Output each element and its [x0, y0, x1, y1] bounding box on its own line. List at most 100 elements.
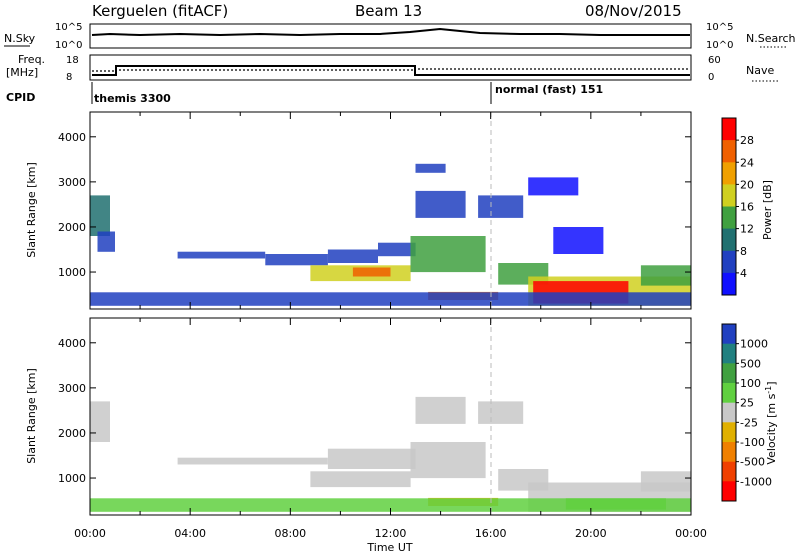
power-echo-region [327, 249, 378, 263]
beam-title: Beam 13 [355, 2, 422, 20]
velocity-echo-region [415, 396, 466, 424]
power-ylabel: Slant Range [km] [25, 162, 38, 258]
time-tick-label: 00:00 [74, 527, 106, 540]
power-colorbar-tick-label: 8 [740, 245, 747, 258]
noise-left-tick-top: 10^5 [55, 22, 82, 33]
time-tick-label: 12:00 [375, 527, 407, 540]
power-echo-region [90, 292, 691, 306]
velocity-colorbar-tick-label: -500 [740, 456, 765, 469]
velocity-colorbar-swatch [722, 402, 736, 423]
power-echo-region [177, 251, 266, 259]
power-echo-region [640, 265, 691, 286]
power-colorbar-tick-label: 12 [740, 223, 754, 236]
cpid-segment-2: normal (fast) 151 [495, 83, 603, 96]
velocity-colorbar-tick-label: -25 [740, 416, 758, 429]
velocity-colorbar-tick-label: 1000 [740, 338, 768, 351]
power-colorbar-swatch [722, 272, 736, 296]
velocity-echo-region [310, 471, 411, 488]
time-axis: 00:00 04:00 08:00 12:00 16:00 20:00 00:00 [74, 527, 707, 540]
power-colorbar-swatch [722, 206, 736, 230]
power-panel: 1000 2000 3000 4000 Slant Range [km] 28 24 20… [25, 111, 774, 310]
cpid-segment-1: themis 3300 [94, 92, 171, 105]
velocity-colorbar-swatch [722, 422, 736, 443]
power-echo-region [553, 227, 604, 254]
noise-right-tick-bottom: 10^0 [706, 40, 733, 51]
time-tick-label: 00:00 [675, 527, 707, 540]
velocity-colorbar-swatch [722, 461, 736, 482]
power-colorbar-swatch [722, 184, 736, 207]
power-colorbar-swatch [722, 118, 736, 141]
velocity-ytick-label: 4000 [58, 337, 86, 350]
nave-tick-bottom: 0 [708, 72, 714, 83]
power-colorbar-tick-label: 20 [740, 178, 754, 191]
noise-left-tick-bottom: 10^0 [55, 40, 82, 51]
time-tick-label: 08:00 [274, 527, 306, 540]
power-colorbar-tick-label: 4 [740, 267, 747, 280]
velocity-colorbar-swatch [722, 481, 736, 502]
power-colorbar-swatch [722, 162, 736, 185]
cpid-label: CPID [6, 91, 35, 104]
velocity-echo-region [90, 401, 110, 442]
noise-right-tick-top: 10^5 [706, 22, 733, 33]
velocity-colorbar-tick-label: -100 [740, 436, 765, 449]
power-echo-region [478, 195, 524, 218]
noise-panel-frame [89, 23, 692, 49]
velocity-colorbar-swatch [722, 343, 736, 364]
freq-tick-top: 18 [66, 55, 79, 66]
velocity-echo-region [327, 448, 416, 469]
power-colorbar-swatch [722, 140, 736, 163]
velocity-y-axis: 1000 2000 3000 4000 [58, 318, 692, 515]
time-tick-label: 16:00 [475, 527, 507, 540]
freq-panel-frame [89, 54, 692, 81]
power-echo-region [410, 236, 486, 273]
freq-trace [92, 65, 690, 76]
velocity-colorbar: 1000 500 100 25 -25 -100 -500 -1000 [721, 323, 772, 502]
time-tick-label: 04:00 [174, 527, 206, 540]
power-echo-region [415, 163, 446, 173]
nave-trace [92, 68, 690, 72]
power-echo-region [415, 190, 466, 218]
noise-search-label: N.Search [746, 32, 796, 45]
velocity-ytick-label: 1000 [58, 472, 86, 485]
cpid-row: CPID themis 3300 normal (fast) 151 [6, 82, 603, 105]
velocity-echo-region [177, 457, 328, 465]
velocity-echo-layer [90, 396, 691, 512]
velocity-colorbar-swatch [722, 363, 736, 384]
power-ytick-label: 1000 [58, 266, 86, 279]
freq-tick-bottom: 8 [66, 72, 72, 83]
velocity-echo-region [478, 401, 524, 424]
power-echo-layer [90, 163, 691, 306]
velocity-panel: 1000 2000 3000 4000 Slant Range [km] 1000 50… [25, 317, 779, 516]
velocity-colorbar-swatch [722, 324, 736, 345]
power-echo-region [352, 267, 391, 277]
velocity-colorbar-tick-label: 100 [740, 377, 761, 390]
velocity-colorbar-tick-label: 25 [740, 397, 754, 410]
power-echo-region [378, 242, 416, 257]
velocity-ytick-label: 3000 [58, 382, 86, 395]
power-echo-region [97, 231, 115, 252]
velocity-ylabel: Slant Range [km] [25, 368, 38, 464]
power-ytick-label: 2000 [58, 221, 86, 234]
velocity-colorbar-swatch [722, 442, 736, 463]
noise-panel: N.Sky 10^5 10^0 10^5 10^0 N.Search [4, 22, 796, 51]
velocity-echo-region [90, 498, 691, 512]
power-echo-region [265, 254, 328, 266]
velocity-colorbar-tick-label: 500 [740, 357, 761, 370]
velocity-colorbar-tick-label: -1000 [740, 475, 772, 488]
time-tick-label: 20:00 [575, 527, 607, 540]
station-title: Kerguelen (fitACF) [92, 2, 228, 20]
date-title: 08/Nov/2015 [585, 2, 682, 20]
velocity-colorbar-swatch [722, 383, 736, 404]
power-colorbar-tick-label: 24 [740, 156, 754, 169]
freq-label: Freq. [18, 53, 45, 66]
power-ytick-label: 3000 [58, 176, 86, 189]
velocity-ytick-label: 2000 [58, 427, 86, 440]
power-echo-region [90, 195, 110, 236]
power-colorbar-label: Power [dB] [761, 180, 774, 240]
nave-label: Nave [746, 64, 774, 77]
velocity-colorbar-label: Velocity [m s-1] [764, 381, 779, 464]
power-ytick-label: 4000 [58, 131, 86, 144]
power-colorbar-swatch [722, 250, 736, 274]
